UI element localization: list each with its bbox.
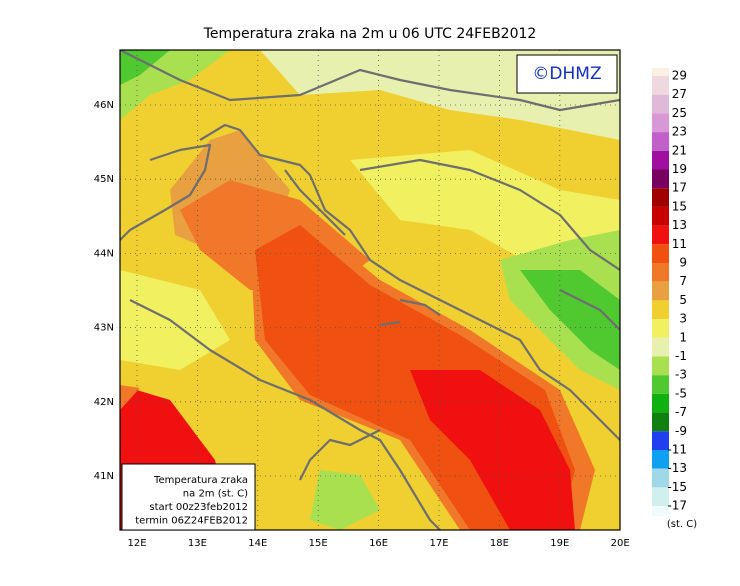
colorbar-swatch: [652, 94, 669, 114]
colorbar-label: 25: [672, 106, 687, 120]
lon-label: 14E: [248, 538, 267, 549]
colorbar-label: 1: [679, 330, 687, 344]
colorbar-label: 3: [679, 312, 687, 326]
colorbar-swatch: [652, 375, 669, 394]
colorbar-label: 7: [679, 274, 687, 288]
lon-label: 18E: [490, 538, 509, 549]
colorbar-swatch: [652, 337, 669, 357]
lat-label: 41N: [94, 471, 114, 482]
lon-label: 12E: [127, 538, 146, 549]
colorbar-unit: (st. C): [667, 519, 697, 530]
info-line: na 2m (st. C): [183, 489, 248, 500]
colorbar-label: 21: [672, 143, 687, 157]
colorbar-label: -7: [675, 405, 687, 419]
lon-label: 17E: [429, 538, 448, 549]
colorbar-label: 29: [672, 69, 687, 83]
colorbar-swatch: [652, 225, 669, 245]
colorbar-swatch: [652, 244, 669, 263]
colorbar-label: 17: [672, 181, 687, 195]
colorbar-label: -5: [675, 386, 687, 400]
lon-label: 20E: [611, 538, 630, 549]
lon-label: 13E: [188, 538, 207, 549]
logo: ©DHMZ: [532, 64, 601, 84]
colorbar-swatch: [652, 281, 669, 301]
colorbar-label: -15: [667, 480, 687, 494]
lat-label: 46N: [94, 100, 114, 111]
colorbar-label: -11: [667, 443, 687, 457]
grid: [120, 50, 620, 530]
colorbar-swatch: [652, 132, 669, 151]
colorbar-label: -1: [675, 349, 687, 363]
colorbar-swatch: [652, 188, 669, 207]
info-line: start 00z23feb2012: [149, 502, 248, 513]
colorbar-label: 23: [672, 125, 687, 139]
colorbar-label: -3: [675, 368, 687, 382]
lat-label: 45N: [94, 174, 114, 185]
colorbar-swatch: [652, 300, 669, 320]
colorbar-swatch: [652, 169, 669, 189]
colorbar-swatch: [652, 150, 669, 170]
info-text: Temperatura zraka na 2m (st. C) start 00z2…: [135, 475, 248, 527]
lat-label: 43N: [94, 323, 114, 334]
colorbar-swatch: [652, 393, 669, 413]
colorbar-label: -17: [667, 499, 687, 513]
colorbar-swatch: [652, 412, 669, 432]
lat-label: 42N: [94, 397, 114, 408]
colorbar-label: 19: [672, 162, 687, 176]
info-line: termin 06Z24FEB2012: [135, 516, 248, 527]
colorbar-swatch: [652, 113, 669, 133]
colorbar-label: 15: [672, 199, 687, 213]
colorbar-label: 13: [672, 218, 687, 232]
colorbar-label: 11: [672, 237, 687, 251]
colorbar-swatch: [652, 206, 669, 226]
lat-label: 44N: [94, 248, 114, 259]
colorbar-label: -13: [667, 461, 687, 475]
colorbar-swatch: [652, 450, 669, 469]
colorbar-label: -9: [675, 424, 687, 438]
colorbar-label: 9: [679, 256, 687, 270]
plot-frame: [119, 49, 621, 531]
map-title: Temperatura zraka na 2m u 06 UTC 24FEB20…: [203, 26, 537, 42]
colorbar-swatch: [652, 263, 669, 282]
colorbar: 29 27 25 23 21 19 17 15 13 11 9 7 5 3 1 -1 -3 -5 -7 -9 -11 -1…: [652, 68, 687, 516]
info-line: Temperatura zraka: [153, 475, 248, 486]
info-box: [121, 463, 256, 531]
colorbar-swatch: [652, 356, 669, 376]
logo-box: [516, 54, 618, 94]
coastlines: [120, 50, 620, 530]
colorbar-swatch: [652, 431, 669, 450]
lon-label: 15E: [309, 538, 328, 549]
colorbar-swatch: [652, 319, 669, 338]
colorbar-swatch: [652, 506, 669, 516]
colorbar-label: 27: [672, 87, 687, 101]
temperature-field: [120, 50, 620, 530]
lon-label: 19E: [550, 538, 569, 549]
colorbar-swatch: [652, 468, 669, 488]
lon-label: 16E: [369, 538, 388, 549]
colorbar-swatch: [652, 487, 669, 507]
colorbar-swatch: [652, 68, 669, 76]
colorbar-swatch: [652, 76, 669, 95]
colorbar-label: 5: [679, 293, 687, 307]
